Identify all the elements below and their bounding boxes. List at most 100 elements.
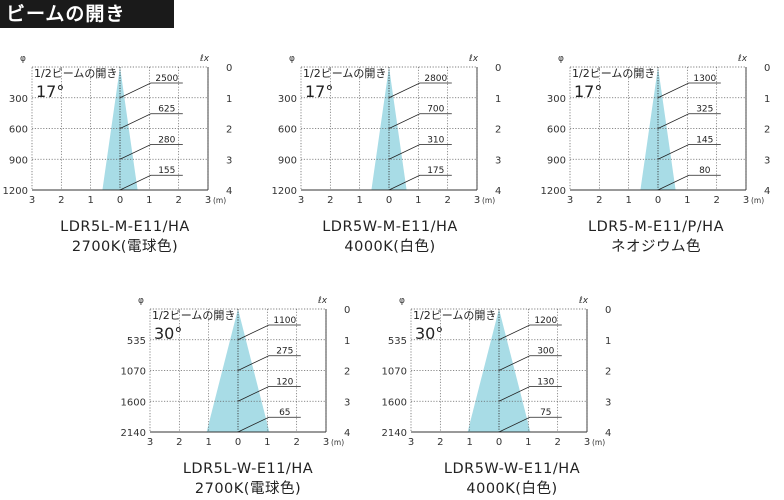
x-tick-label: 1 <box>415 195 421 206</box>
chart-caption-1: LDR5L-M-E11/HA 2700K(電球色) <box>50 217 200 257</box>
x-tick-label: 2 <box>554 437 560 448</box>
diameter-label: 1200 <box>541 186 566 197</box>
x-tick-label: 3 <box>408 437 414 448</box>
x-tick-label: 1 <box>205 437 211 448</box>
phi-label: φ <box>289 54 295 64</box>
illuminance-label: 130 <box>537 377 554 387</box>
phi-label: φ <box>20 54 26 64</box>
diameter-label: 300 <box>9 94 28 105</box>
diameter-label: 1070 <box>382 367 407 378</box>
distance-tick-label: 4 <box>764 186 770 197</box>
distance-tick-label: 3 <box>344 397 350 408</box>
illuminance-leader <box>388 82 452 99</box>
illuminance-label: 700 <box>427 105 444 115</box>
phi-label: φ <box>399 296 405 306</box>
x-tick-label: 0 <box>117 195 123 206</box>
illuminance-leader <box>237 324 301 341</box>
model-label: LDR5L-M-E11/HA <box>60 219 190 235</box>
x-tick-label: 3 <box>147 437 153 448</box>
distance-tick-label: 1 <box>226 94 232 105</box>
x-tick-label: 1 <box>146 195 152 206</box>
illuminance-label: 300 <box>537 347 554 357</box>
x-tick-label: 0 <box>496 437 502 448</box>
diameter-label: 1600 <box>382 397 407 408</box>
distance-unit-label: (m) <box>331 438 344 447</box>
diameter-label: 900 <box>9 155 28 166</box>
distance-tick-label: 3 <box>605 397 611 408</box>
distance-tick-label: 4 <box>605 428 611 439</box>
x-tick-label: 1 <box>87 195 93 206</box>
model-label: LDR5L-W-E11/HA <box>182 461 314 477</box>
x-tick-label: 2 <box>327 195 333 206</box>
illuminance-leader <box>657 113 721 129</box>
x-tick-label: 2 <box>596 195 602 206</box>
chart-caption-3: LDR5-M-E11/P/HA ネオジウム色 <box>576 217 736 257</box>
x-tick-label: 3 <box>743 195 749 206</box>
variant-label: ネオジウム色 <box>611 239 701 255</box>
x-tick-label: 3 <box>29 195 35 206</box>
distance-tick-label: 3 <box>764 155 770 166</box>
illuminance-label: 2800 <box>424 74 447 84</box>
diameter-label: 1600 <box>121 397 146 408</box>
diameter-label: 535 <box>127 336 146 347</box>
illuminance-label: 65 <box>279 408 290 418</box>
x-tick-label: 3 <box>323 437 329 448</box>
x-tick-label: 3 <box>205 195 211 206</box>
diameter-label: 535 <box>388 336 407 347</box>
diameter-label: 1070 <box>121 367 146 378</box>
distance-tick-label: 4 <box>226 186 232 197</box>
variant-label: 4000K(白色) <box>466 481 558 497</box>
variant-label: 2700K(電球色) <box>71 239 179 255</box>
illuminance-leader <box>388 174 452 191</box>
model-label: LDR5-M-E11/P/HA <box>588 219 724 235</box>
illuminance-label: 175 <box>427 166 444 176</box>
x-tick-label: 3 <box>567 195 573 206</box>
illuminance-label: 155 <box>158 166 175 176</box>
distance-tick-label: 3 <box>226 155 232 166</box>
beam-angle: 17° <box>305 82 333 101</box>
distance-tick-label: 0 <box>495 63 501 74</box>
illuminance-leader <box>237 355 301 371</box>
distance-tick-label: 2 <box>764 125 770 136</box>
beam-chart-4: φ ℓx 1/2ビームの開き 30° 0 1 2 3 4 535 1070 1600 2140 3 2 1 0 1… <box>118 292 363 452</box>
variant-label: 2700K(電球色) <box>194 481 302 497</box>
model-label: LDR5W-W-E11/HA <box>443 461 581 477</box>
distance-unit-label: (m) <box>592 438 605 447</box>
illuminance-leader <box>498 386 562 402</box>
model-label: LDR5W-M-E11/HA <box>322 219 458 235</box>
beam-label: 1/2ビームの開き <box>303 67 386 80</box>
x-tick-label: 1 <box>466 437 472 448</box>
x-tick-label: 2 <box>293 437 299 448</box>
distance-tick-label: 1 <box>495 94 501 105</box>
diameter-label: 600 <box>547 125 566 136</box>
distance-tick-label: 2 <box>226 125 232 136</box>
beam-angle: 17° <box>36 82 64 101</box>
illuminance-label: 325 <box>696 105 713 115</box>
illuminance-label: 145 <box>696 135 713 145</box>
phi-label: φ <box>138 296 144 306</box>
distance-tick-label: 1 <box>764 94 770 105</box>
illuminance-label: 80 <box>699 166 711 176</box>
diameter-label: 300 <box>278 94 297 105</box>
illuminance-leader <box>119 113 183 129</box>
beam-chart-5: φ ℓx 1/2ビームの開き 30° 0 1 2 3 4 535 1070 1600 2140 3 2 1 0 1… <box>379 292 624 452</box>
beam-label: 1/2ビームの開き <box>572 67 655 80</box>
illuminance-label: 280 <box>158 135 175 145</box>
illuminance-leader <box>657 144 721 160</box>
lux-unit-label: ℓx <box>578 296 589 306</box>
illuminance-leader <box>119 174 183 191</box>
illuminance-leader <box>237 416 301 433</box>
beam-angle: 17° <box>574 82 602 101</box>
diameter-label: 1200 <box>272 186 297 197</box>
beam-chart-3: φ ℓx 1/2ビームの開き 17° 0 1 2 3 4 300 600 900 1200 3 2 1 0 1 2 3… <box>538 50 783 210</box>
chart-caption-4: LDR5L-W-E11/HA 2700K(電球色) <box>173 459 323 499</box>
illuminance-leader <box>388 144 452 160</box>
diameter-label: 900 <box>547 155 566 166</box>
chart-caption-5: LDR5W-W-E11/HA 4000K(白色) <box>437 459 587 499</box>
illuminance-label: 1100 <box>273 316 296 326</box>
illuminance-leader <box>388 113 452 129</box>
